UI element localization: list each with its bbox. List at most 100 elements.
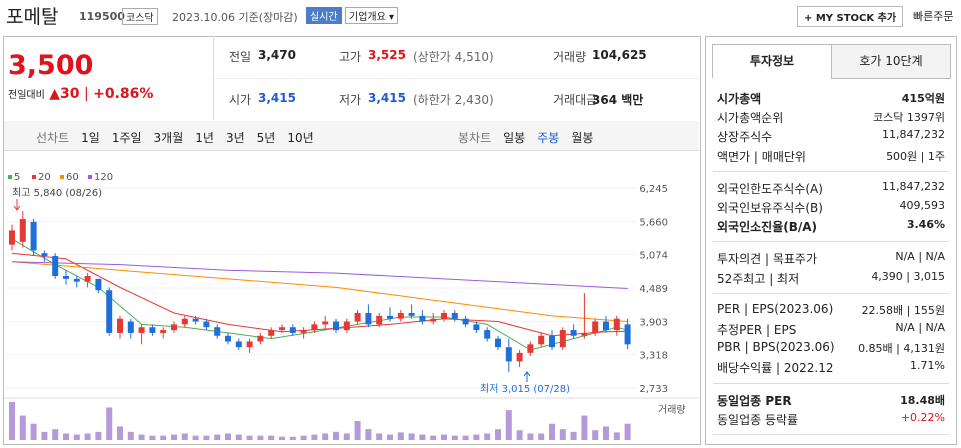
row-value: 0.85배 | 4,131원 <box>858 342 945 356</box>
quote-value: 104,625 <box>592 48 647 62</box>
candle-body <box>408 313 415 316</box>
tool[interactable]: 주봉 <box>537 131 560 145</box>
candle-body <box>538 335 545 345</box>
tool[interactable]: 1주일 <box>111 131 142 145</box>
candle-body <box>19 219 26 242</box>
overview-button[interactable]: 기업개요 ▾ <box>345 7 398 24</box>
tool[interactable]: 3년 <box>225 131 245 145</box>
volume-bar <box>333 431 339 440</box>
candle-body <box>117 318 123 333</box>
y-tick-label: 5,074 <box>639 251 668 262</box>
quote-value: 3,415 <box>368 91 406 105</box>
volume-bar <box>279 436 285 440</box>
candle-body <box>149 327 156 333</box>
divider <box>214 78 699 79</box>
volume-bar <box>192 435 199 440</box>
legend-swatch <box>60 175 64 179</box>
toolbar <box>4 121 699 151</box>
candle-body <box>516 352 523 362</box>
tool[interactable]: 3개월 <box>153 131 184 145</box>
tool[interactable]: 10년 <box>287 131 314 145</box>
legend-label: 20 <box>38 172 51 183</box>
candle-body <box>52 256 59 276</box>
volume-bar <box>30 423 37 440</box>
row-label: 시가총액 <box>717 92 762 106</box>
change: 전일대비 ▲30 | +0.86% <box>8 86 154 102</box>
volume-bar <box>268 435 275 440</box>
candle-body <box>322 321 329 325</box>
candle-body <box>484 330 491 339</box>
chart-panel <box>3 36 701 445</box>
y-tick-label: 5,660 <box>639 217 668 228</box>
row-value: 11,847,232 <box>882 128 945 142</box>
volume-bar <box>462 435 469 440</box>
tool[interactable]: 1년 <box>195 131 214 145</box>
volume-bar <box>160 435 167 440</box>
quick-order[interactable]: 빠른주문 <box>913 10 954 23</box>
ma-line <box>11 252 628 337</box>
stock-code: 119500 <box>79 10 125 23</box>
tool[interactable]: 1일 <box>81 131 100 145</box>
candle-body <box>592 321 599 333</box>
candle-body <box>225 335 231 342</box>
volume-bar <box>311 434 318 440</box>
divider <box>713 434 949 435</box>
row-value: 11,847,232 <box>882 179 945 193</box>
volume-bar <box>138 434 145 440</box>
row-label: 액면가 | 매매단위 <box>717 149 806 164</box>
volume-bar <box>289 436 296 440</box>
volume-bar <box>19 415 26 440</box>
stock-name: 포메탈 <box>6 6 59 28</box>
candle-body <box>581 332 588 336</box>
quote-label: 전일 <box>229 50 252 64</box>
row-value: 415억원 <box>901 92 945 105</box>
candle-body <box>473 324 480 331</box>
arrow <box>523 371 531 382</box>
candle-body <box>365 313 372 325</box>
divider <box>713 292 949 294</box>
volume-bar <box>41 431 48 440</box>
y-tick-label: 6,245 <box>639 184 668 195</box>
quote-value: 3,415 <box>258 91 296 105</box>
candle-body <box>246 341 253 348</box>
candle-body <box>289 327 296 333</box>
ma-line <box>11 261 628 290</box>
candle-body <box>603 321 609 331</box>
candle-body <box>441 313 447 319</box>
tool[interactable]: 월봉 <box>571 131 594 145</box>
tool[interactable]: 5년 <box>256 131 276 145</box>
tool: 선차트 <box>36 131 70 145</box>
volume-bar <box>149 435 156 440</box>
tab[interactable]: 호가 10단계 <box>831 44 951 79</box>
volume-bar <box>95 431 102 440</box>
row-value: 409,593 <box>899 199 946 212</box>
mystock-button[interactable]: + MY STOCK 추가 <box>797 6 904 27</box>
tool[interactable]: 일봉 <box>503 131 526 145</box>
row-label: 외국인한도주식수(A) <box>717 181 823 196</box>
candle-body <box>171 324 177 331</box>
realtime-button[interactable]: 실시간 <box>306 7 342 24</box>
candle-body <box>505 347 512 362</box>
legend-label: 60 <box>66 172 79 183</box>
candle-body <box>624 324 631 345</box>
quote-label: 거래대금 <box>553 93 598 107</box>
candle-body <box>127 321 134 333</box>
volume-bar <box>408 433 415 440</box>
candle-body <box>95 278 102 291</box>
ma-line <box>11 261 628 323</box>
invest-panel <box>705 36 957 445</box>
candle-body <box>30 221 37 251</box>
row-value: 3.46% <box>906 218 945 232</box>
y-tick-label: 3,903 <box>639 317 668 328</box>
volume-bar <box>365 429 372 440</box>
candle-body <box>570 330 577 336</box>
row-value: 500원 | 1주 <box>886 149 945 163</box>
candle-body <box>160 330 167 333</box>
volume-bar <box>559 429 566 440</box>
volume-bar <box>354 421 361 440</box>
volume-bar <box>484 433 491 440</box>
candle-body <box>300 330 307 333</box>
volume-bar <box>127 431 134 440</box>
change-label: 전일대비 <box>8 90 45 101</box>
